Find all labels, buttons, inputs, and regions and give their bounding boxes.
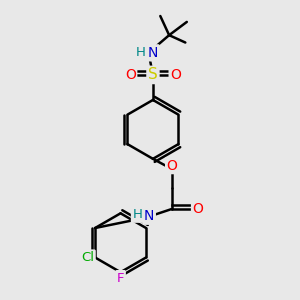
Text: H: H bbox=[132, 208, 142, 221]
Text: N: N bbox=[144, 209, 154, 223]
Text: O: O bbox=[167, 159, 178, 172]
Text: O: O bbox=[193, 202, 203, 216]
Text: O: O bbox=[170, 68, 181, 82]
Text: F: F bbox=[117, 272, 124, 285]
Text: Cl: Cl bbox=[81, 251, 94, 264]
Text: H: H bbox=[135, 46, 145, 59]
Text: S: S bbox=[148, 68, 158, 82]
Text: N: N bbox=[148, 46, 158, 60]
Text: O: O bbox=[125, 68, 136, 82]
